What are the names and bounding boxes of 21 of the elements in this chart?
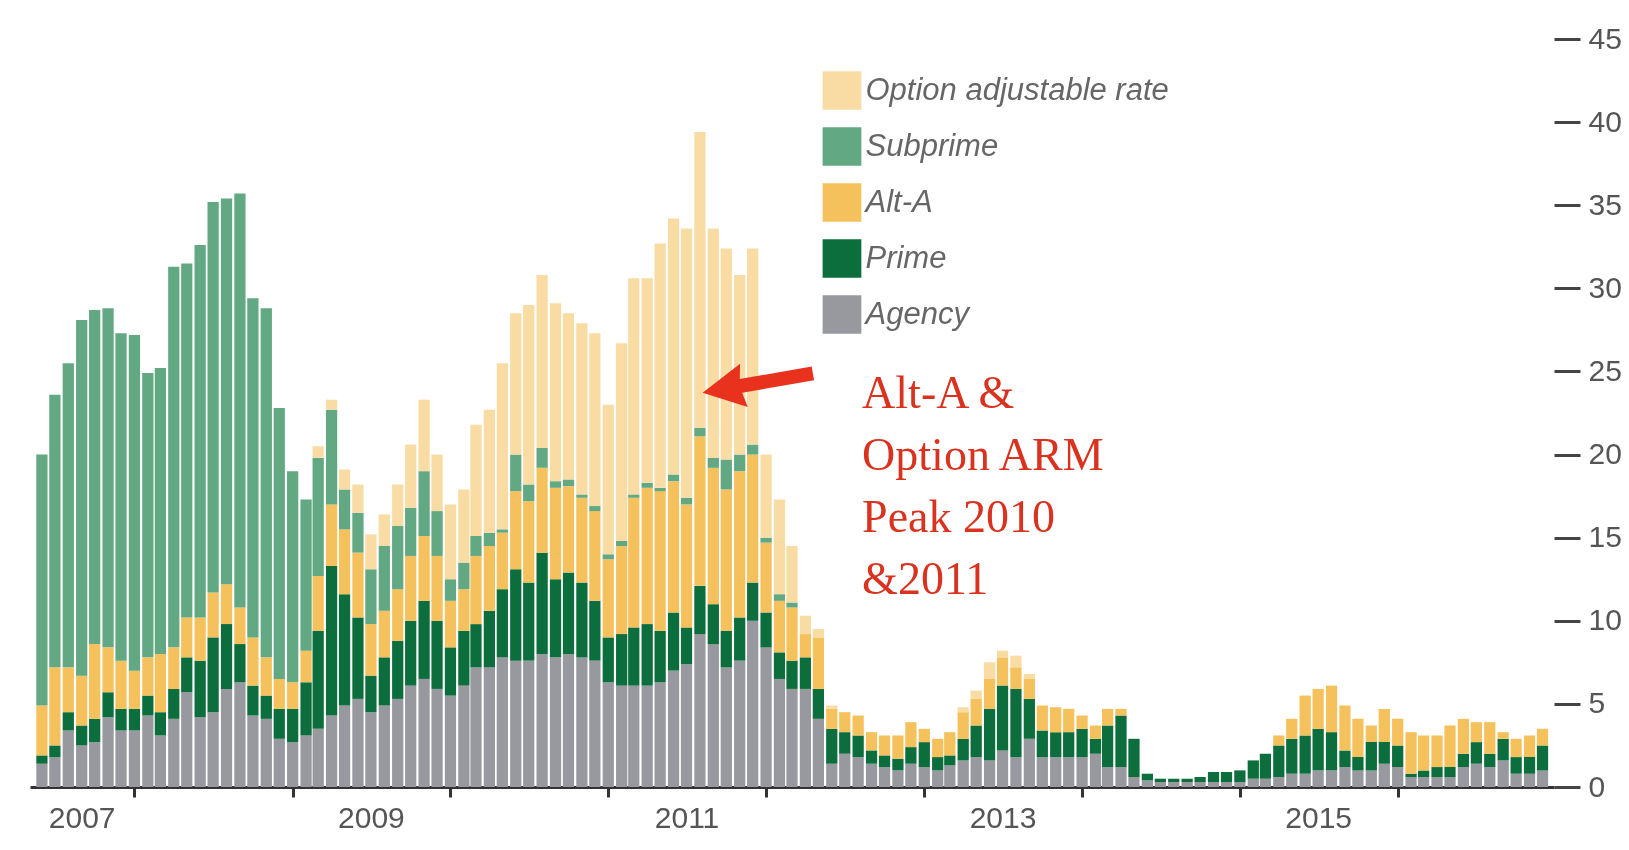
legend-label: Subprime xyxy=(865,127,999,163)
x-tick-label: 2013 xyxy=(969,800,1037,834)
x-tick-label: 2009 xyxy=(338,800,405,834)
annotation: Alt-A & Option ARM Peak 2010 &2011 xyxy=(862,366,1104,604)
y-tick-label: 30 xyxy=(1588,270,1622,304)
y-tick-label: 25 xyxy=(1588,353,1622,387)
legend-label: Agency xyxy=(863,295,972,331)
y-tick-label: 10 xyxy=(1588,603,1622,637)
y-tick-label: 40 xyxy=(1588,104,1622,138)
y-tick-label: 5 xyxy=(1588,686,1606,720)
x-tick-label: 2015 xyxy=(1285,800,1353,834)
y-tick-label: 15 xyxy=(1588,520,1622,554)
legend-label: Option adjustable rate xyxy=(865,71,1169,107)
y-tick-label: 35 xyxy=(1588,187,1622,221)
y-tick-label: 0 xyxy=(1588,769,1606,803)
y-tick-label: 45 xyxy=(1588,21,1622,55)
x-tick-label: 2011 xyxy=(654,800,720,834)
y-tick-label: 20 xyxy=(1588,437,1622,471)
legend-label: Prime xyxy=(865,239,947,275)
x-tick-label: 2007 xyxy=(48,800,116,834)
legend-label: Alt-A xyxy=(863,183,933,219)
